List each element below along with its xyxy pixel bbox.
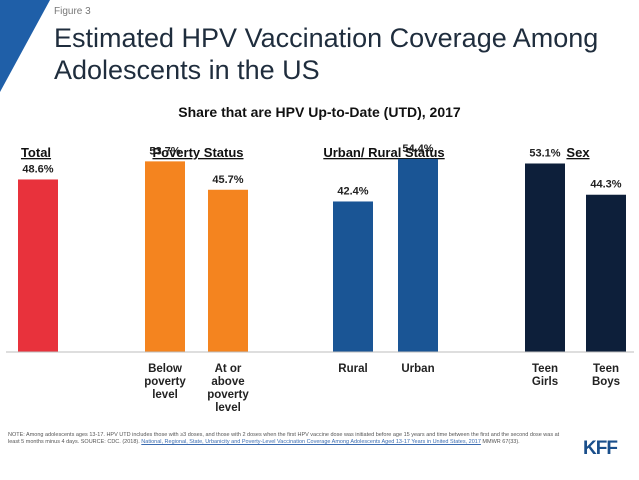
source-suffix: MMWR 67(33). xyxy=(482,439,520,445)
category-label: Rural xyxy=(338,363,367,375)
group-label: Sex xyxy=(566,145,590,160)
kff-logo: KFF xyxy=(583,438,618,459)
footnote-text: NOTE: Among adolescents ages 13-17. HPV … xyxy=(8,432,560,445)
category-label: Urban xyxy=(401,363,434,375)
data-label: 53.7% xyxy=(149,145,180,157)
group-label: Total xyxy=(21,145,51,160)
bar xyxy=(333,201,373,352)
data-label: 53.1% xyxy=(529,147,560,159)
bar xyxy=(145,161,185,352)
page-title: Estimated HPV Vaccination Coverage Among… xyxy=(54,23,599,85)
data-label: 54.4% xyxy=(402,143,433,155)
data-label: 42.4% xyxy=(337,185,368,197)
source-link[interactable]: National, Regional, State, Urbanicity an… xyxy=(141,439,481,445)
source-prefix: SOURCE: CDC. (2018). xyxy=(80,439,140,445)
bar xyxy=(208,189,248,352)
bar xyxy=(525,163,565,352)
bar xyxy=(18,179,58,352)
data-label: 44.3% xyxy=(590,179,621,191)
data-label: 45.7% xyxy=(212,174,243,186)
category-label: Below poverty level xyxy=(144,363,186,401)
category-label: Teen Boys xyxy=(592,363,620,388)
category-label: At or above poverty level xyxy=(207,363,249,414)
bar xyxy=(398,158,438,352)
corner-accent-shape xyxy=(0,0,50,92)
group-label: Poverty Status xyxy=(152,145,243,160)
chart-subtitle: Share that are HPV Up-to-Date (UTD), 201… xyxy=(178,104,461,120)
figure-label: Figure 3 xyxy=(54,6,91,17)
group-label: Urban/ Rural Status xyxy=(323,145,444,160)
data-label: 48.6% xyxy=(22,163,53,175)
footnote: NOTE: Among adolescents ages 13-17. HPV … xyxy=(8,432,568,446)
bar xyxy=(586,194,626,352)
category-label: Teen Girls xyxy=(532,363,558,388)
